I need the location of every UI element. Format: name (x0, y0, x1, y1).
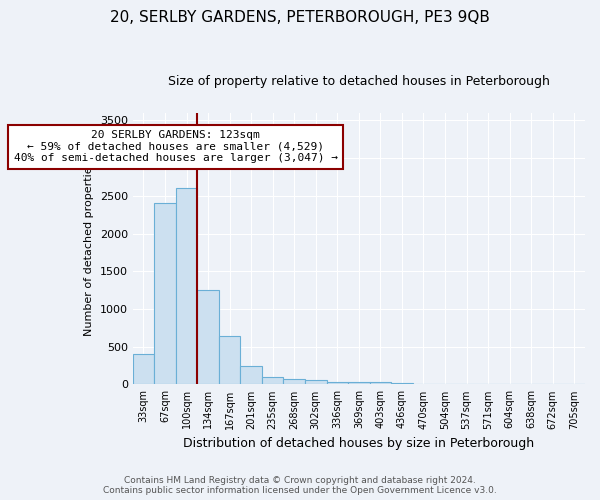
Bar (176, 188, 197, 384)
Bar (262, 377, 283, 384)
Bar (370, 382, 391, 384)
Bar (348, 382, 370, 384)
Bar (154, 204, 176, 384)
Text: Contains HM Land Registry data © Crown copyright and database right 2024.
Contai: Contains HM Land Registry data © Crown c… (103, 476, 497, 495)
Title: Size of property relative to detached houses in Peterborough: Size of property relative to detached ho… (168, 75, 550, 88)
Bar (283, 379, 305, 384)
Bar (133, 354, 154, 384)
Text: 20, SERLBY GARDENS, PETERBOROUGH, PE3 9QB: 20, SERLBY GARDENS, PETERBOROUGH, PE3 9Q… (110, 10, 490, 25)
X-axis label: Distribution of detached houses by size in Peterborough: Distribution of detached houses by size … (183, 437, 535, 450)
Bar (326, 382, 348, 384)
Bar (305, 380, 326, 384)
Bar (219, 336, 241, 384)
Text: 20 SERLBY GARDENS: 123sqm
← 59% of detached houses are smaller (4,529)
40% of se: 20 SERLBY GARDENS: 123sqm ← 59% of detac… (14, 130, 338, 164)
Y-axis label: Number of detached properties: Number of detached properties (84, 161, 94, 336)
Bar (241, 366, 262, 384)
Bar (197, 290, 219, 384)
